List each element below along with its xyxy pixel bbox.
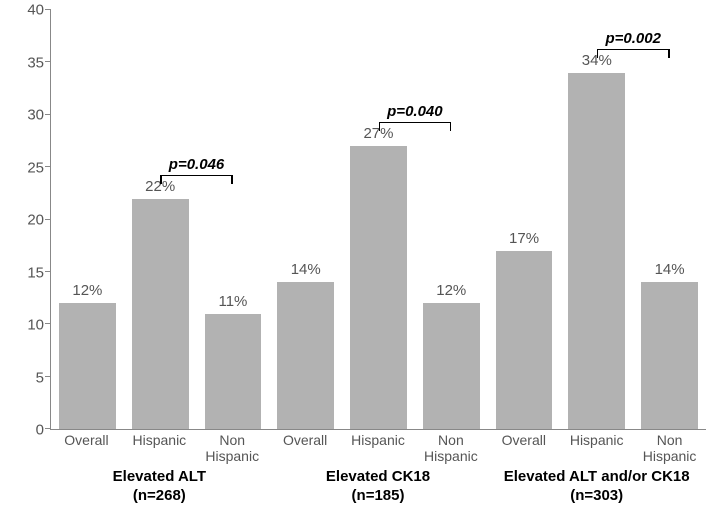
y-tick-mark bbox=[45, 271, 51, 272]
bar-value-label: 12% bbox=[436, 282, 466, 299]
bar: 27% bbox=[350, 146, 407, 429]
bar: 11% bbox=[205, 314, 262, 429]
y-tick-mark bbox=[45, 428, 51, 429]
bar-slot: 27% bbox=[342, 146, 415, 429]
x-group-label: Elevated CK18(n=185) bbox=[269, 468, 488, 506]
bar-slot: 14% bbox=[633, 282, 706, 429]
y-tick-mark bbox=[45, 166, 51, 167]
bar: 12% bbox=[59, 303, 116, 429]
y-tick-mark bbox=[45, 61, 51, 62]
bar-slot: 12% bbox=[51, 303, 124, 429]
chart-container: 0 5 10 15 20 25 30 35 40 12% 22% 11% 14% 27% 12% 17% 34… bbox=[0, 0, 716, 520]
x-category-row: OverallHispanicNonHispanic bbox=[487, 430, 706, 468]
plot-area: 12%22%11%14%27%12%17%34%14% p=0.046p=0.0… bbox=[50, 10, 706, 430]
bar-value-label: 11% bbox=[218, 293, 247, 310]
y-tick-label: 0 bbox=[36, 422, 44, 439]
bar-value-label: 12% bbox=[72, 282, 102, 299]
bar: 17% bbox=[496, 251, 553, 429]
y-tick-label: 20 bbox=[27, 212, 44, 229]
x-category-row: OverallHispanicNonHispanic bbox=[50, 430, 269, 468]
bar-value-label: 27% bbox=[363, 125, 393, 142]
x-category-label: Overall bbox=[487, 430, 560, 468]
bar-value-label: 14% bbox=[291, 261, 321, 278]
bar-value-label: 22% bbox=[145, 178, 175, 195]
x-category-label: NonHispanic bbox=[414, 430, 487, 468]
x-axis-labels: OverallHispanicNonHispanicElevated ALT(n… bbox=[50, 430, 706, 520]
bar: 22% bbox=[132, 199, 189, 429]
x-group: OverallHispanicNonHispanicElevated ALT a… bbox=[487, 430, 706, 520]
x-category-label: Overall bbox=[269, 430, 342, 468]
y-tick-label: 30 bbox=[27, 107, 44, 124]
y-tick-mark bbox=[45, 114, 51, 115]
bar-slot: 12% bbox=[415, 303, 488, 429]
bar: 14% bbox=[277, 282, 334, 429]
y-tick-label: 25 bbox=[27, 159, 44, 176]
x-category-label: Overall bbox=[50, 430, 123, 468]
y-tick-label: 40 bbox=[27, 2, 44, 19]
x-category-row: OverallHispanicNonHispanic bbox=[269, 430, 488, 468]
bar-group: 12% 22% 11% bbox=[51, 10, 269, 429]
bar: 14% bbox=[641, 282, 698, 429]
bar-value-label: 34% bbox=[582, 52, 612, 69]
x-category-label: NonHispanic bbox=[633, 430, 706, 468]
bar-group: 17% 34% 14% bbox=[488, 10, 706, 429]
y-tick-mark bbox=[45, 9, 51, 10]
x-group-label: Elevated ALT and/or CK18(n=303) bbox=[487, 468, 706, 506]
bar-value-label: 14% bbox=[655, 261, 685, 278]
y-tick-label: 35 bbox=[27, 54, 44, 71]
x-group-label: Elevated ALT(n=268) bbox=[50, 468, 269, 506]
bar-value-label: 17% bbox=[509, 230, 539, 247]
bar: 12% bbox=[423, 303, 480, 429]
y-axis: 0510152025303540 bbox=[0, 10, 50, 430]
bar-slot: 14% bbox=[269, 282, 342, 429]
y-tick-mark bbox=[45, 376, 51, 377]
bar-slot: 34% bbox=[560, 73, 633, 429]
x-category-label: Hispanic bbox=[560, 430, 633, 468]
y-tick-label: 10 bbox=[27, 317, 44, 334]
x-group: OverallHispanicNonHispanicElevated CK18(… bbox=[269, 430, 488, 520]
bar: 34% bbox=[568, 73, 625, 429]
bar-slot: 17% bbox=[488, 251, 561, 429]
x-category-label: Hispanic bbox=[342, 430, 415, 468]
bar-slot: 11% bbox=[197, 314, 270, 429]
y-tick-label: 15 bbox=[27, 264, 44, 281]
x-category-label: Hispanic bbox=[123, 430, 196, 468]
y-tick-mark bbox=[45, 323, 51, 324]
y-tick-mark bbox=[45, 219, 51, 220]
bar-groups: 12% 22% 11% 14% 27% 12% 17% 34% 14% bbox=[51, 10, 706, 429]
bar-slot: 22% bbox=[124, 199, 197, 429]
y-tick-label: 5 bbox=[36, 369, 44, 386]
bar-group: 14% 27% 12% bbox=[269, 10, 487, 429]
x-category-label: NonHispanic bbox=[196, 430, 269, 468]
x-group: OverallHispanicNonHispanicElevated ALT(n… bbox=[50, 430, 269, 520]
